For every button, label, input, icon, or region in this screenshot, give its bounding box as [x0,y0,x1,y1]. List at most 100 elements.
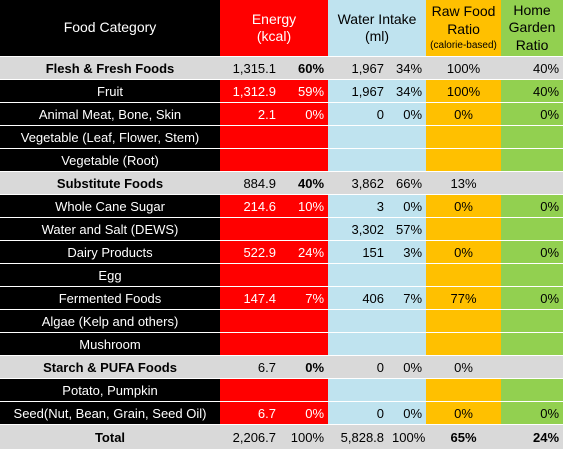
water-percent: 66% [388,172,427,195]
raw-food-ratio: 0% [426,402,502,425]
energy-percent: 0% [280,103,329,126]
energy-value [220,149,280,172]
category-name: Fermented Foods [0,287,220,310]
water-percent: 7% [388,287,427,310]
energy-percent: 10% [280,195,329,218]
category-name: Algae (Kelp and others) [0,310,220,333]
total-water: 5,828.8 [328,425,389,450]
category-name: Mushroom [0,333,220,356]
table-row: Vegetable (Root) [0,149,563,172]
table-row: Mushroom [0,333,563,356]
raw-food-ratio: 100% [426,80,502,103]
water-value: 1,967 [328,57,389,80]
water-value [328,149,389,172]
energy-value [220,218,280,241]
water-value: 3 [328,195,389,218]
energy-value: 522.9 [220,241,280,264]
category-name: Flesh & Fresh Foods [0,57,220,80]
energy-percent [280,218,329,241]
home-garden-ratio [501,310,563,333]
raw-food-ratio [426,379,502,402]
water-percent: 0% [388,195,427,218]
water-value [328,126,389,149]
table-row: Egg [0,264,563,287]
header-water-intake: Water Intake (ml) [328,0,427,57]
water-value: 1,967 [328,80,389,103]
home-garden-ratio [501,333,563,356]
water-value [328,310,389,333]
water-percent: 0% [388,356,427,379]
energy-percent [280,379,329,402]
home-garden-ratio: 40% [501,80,563,103]
table-row: Water and Salt (DEWS) 3,302 57% [0,218,563,241]
energy-value [220,333,280,356]
table-row: Animal Meat, Bone, Skin 2.1 0% 0 0% 0% 0% [0,103,563,126]
energy-value: 147.4 [220,287,280,310]
water-value: 151 [328,241,389,264]
water-percent [388,126,427,149]
energy-percent: 0% [280,402,329,425]
water-percent: 57% [388,218,427,241]
home-garden-ratio: 0% [501,287,563,310]
water-value [328,264,389,287]
raw-food-ratio [426,218,502,241]
category-name: Vegetable (Root) [0,149,220,172]
energy-value: 214.6 [220,195,280,218]
energy-value: 2.1 [220,103,280,126]
energy-value [220,126,280,149]
raw-food-ratio [426,264,502,287]
energy-percent [280,264,329,287]
water-value: 0 [328,103,389,126]
raw-food-ratio [426,333,502,356]
home-garden-ratio: 40% [501,57,563,80]
group-row: Substitute Foods 884.9 40% 3,862 66% 13% [0,172,563,195]
header-raw-food-ratio: Raw Food Ratio (calorie-based) [426,0,502,57]
energy-percent: 0% [280,356,329,379]
total-row: Total 2,206.7 100% 5,828.8 100% 65% 24% [0,425,563,450]
total-energy-pct: 100% [280,425,329,450]
table-row: Whole Cane Sugar 214.6 10% 3 0% 0% 0% [0,195,563,218]
energy-value: 1,315.1 [220,57,280,80]
home-garden-ratio: 0% [501,402,563,425]
category-name: Whole Cane Sugar [0,195,220,218]
home-garden-ratio [501,379,563,402]
energy-percent: 24% [280,241,329,264]
water-percent [388,379,427,402]
energy-value [220,379,280,402]
category-name: Starch & PUFA Foods [0,356,220,379]
water-percent: 0% [388,103,427,126]
home-garden-ratio: 0% [501,241,563,264]
total-label: Total [0,425,220,450]
water-percent: 0% [388,402,427,425]
group-row: Flesh & Fresh Foods 1,315.1 60% 1,967 34% 100… [0,57,563,80]
energy-value: 6.7 [220,356,280,379]
water-value: 3,302 [328,218,389,241]
water-percent: 34% [388,57,427,80]
table-row: Vegetable (Leaf, Flower, Stem) [0,126,563,149]
raw-food-ratio: 0% [426,195,502,218]
water-value: 0 [328,356,389,379]
table-row: Potato, Pumpkin [0,379,563,402]
header-energy: Energy (kcal) [220,0,329,57]
water-percent [388,310,427,333]
water-value [328,379,389,402]
energy-percent [280,149,329,172]
water-percent [388,333,427,356]
category-name: Egg [0,264,220,287]
raw-food-ratio: 13% [426,172,502,195]
category-name: Seed(Nut, Bean, Grain, Seed Oil) [0,402,220,425]
water-value: 406 [328,287,389,310]
water-value: 3,862 [328,172,389,195]
energy-value [220,310,280,333]
table-body: Flesh & Fresh Foods 1,315.1 60% 1,967 34% 100… [0,57,563,425]
energy-percent [280,310,329,333]
raw-food-ratio: 0% [426,241,502,264]
home-garden-ratio [501,172,563,195]
total-energy: 2,206.7 [220,425,280,450]
home-garden-ratio: 0% [501,195,563,218]
home-garden-ratio: 0% [501,103,563,126]
water-percent [388,264,427,287]
energy-percent [280,126,329,149]
raw-food-ratio [426,126,502,149]
